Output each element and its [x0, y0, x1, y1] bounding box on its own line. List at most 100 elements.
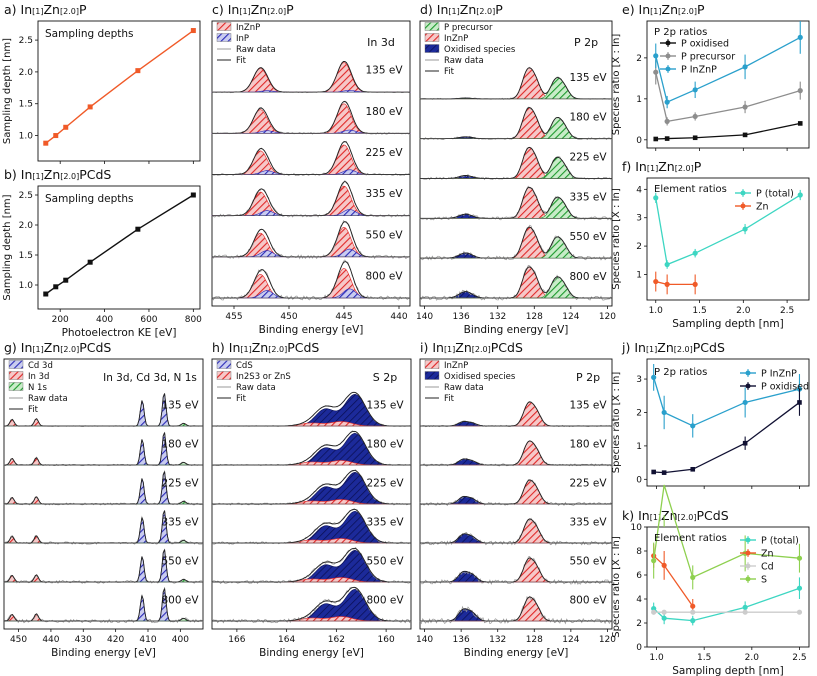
panel-b-frame	[37, 185, 201, 310]
legend-label: Cd	[761, 562, 774, 573]
data-point	[653, 136, 659, 142]
legend-label: Zn	[761, 549, 774, 560]
legend-label: Raw data	[236, 383, 276, 393]
data-point	[797, 192, 803, 198]
data-point	[797, 400, 802, 405]
legend-label: P (total)	[756, 189, 794, 200]
data-point	[664, 118, 670, 124]
photon-energy-label: 550 eV	[161, 555, 199, 567]
panel-f: 1.0 1.5 2.0 2.5 1 2 3 4 Sampling depth [nm] Speci…	[611, 177, 810, 330]
data-point	[692, 281, 698, 287]
photon-energy-label: 135 eV	[569, 399, 607, 411]
panel-j-frame	[646, 358, 810, 487]
y-tick-label: 10	[631, 523, 643, 533]
panel-e-subtitle: P 2p ratios	[654, 27, 707, 38]
x-axis-label: Photoelectron KE [eV]	[62, 327, 177, 339]
x-tick-label: 450	[280, 312, 297, 322]
panel-i: 140 136 132 128 124 120 Binding energy [eV] 135…	[416, 358, 616, 659]
data-point	[651, 374, 657, 380]
panel-g: 450 440 430 420 410 400 Binding energy [eV] 135…	[3, 358, 204, 659]
photon-energy-label: 550 eV	[569, 555, 607, 567]
x-tick-label: 200	[52, 315, 69, 325]
series-line-p-oxidised	[655, 122, 801, 140]
panel-i-region: P 2p	[576, 371, 600, 384]
y-tick-label: 2.0	[19, 221, 34, 231]
legend-swatch	[424, 371, 440, 380]
legend-marker	[740, 203, 746, 209]
legend-label: In 3d	[28, 372, 49, 382]
legend-marker	[665, 66, 671, 72]
legend-label: Fit	[444, 394, 455, 404]
legend-swatch	[216, 360, 232, 369]
x-axis-label: Binding energy [eV]	[51, 647, 156, 659]
series-line-zn	[653, 555, 694, 607]
photon-energy-label: 550 eV	[365, 229, 403, 241]
panel-k: 1.0 1.5 2.0 2.5 0 2 4 6 8 10 Sampling depth [nm] Sp…	[611, 484, 810, 676]
photon-energy-label: 225 eV	[569, 152, 607, 164]
y-tick-label: 1.0	[19, 132, 34, 142]
data-point	[692, 113, 698, 120]
x-tick-label: 162	[328, 635, 345, 645]
data-point	[651, 609, 657, 615]
data-point	[63, 277, 69, 283]
legend-label: InZnP	[444, 361, 468, 371]
y-tick-label: 2	[636, 619, 642, 629]
y-tick-label: 6	[636, 571, 642, 581]
panel-f-subtitle: Element ratios	[654, 184, 727, 195]
x-tick-label: 600	[140, 315, 157, 325]
panel-j-subtitle: P 2p ratios	[654, 367, 707, 378]
data-point	[661, 562, 667, 569]
panel-e-title: e) In[1]Zn[2.0]P	[622, 2, 705, 17]
data-point	[661, 470, 667, 475]
legend-swatch	[8, 371, 24, 380]
data-point	[661, 609, 667, 615]
y-axis-label: Species ratio [X : In]	[611, 188, 622, 290]
legend-label: Raw data	[444, 56, 484, 66]
x-axis-label: Sampling depth [nm]	[672, 665, 783, 676]
panel-d-region: P 2p	[574, 36, 598, 49]
legend-swatch	[8, 382, 24, 391]
data-point	[742, 604, 748, 611]
y-tick-label: 4	[636, 185, 642, 195]
panel-k-frame	[646, 526, 810, 648]
data-point	[797, 121, 803, 126]
panel-a-frame	[37, 20, 201, 162]
raw-data-line	[419, 185, 613, 221]
x-tick-label: 124	[562, 312, 579, 322]
panel-c-frame	[211, 20, 411, 307]
y-tick-label: 1	[636, 270, 642, 280]
legend-label: CdS	[236, 361, 253, 371]
panel-h-title: h) In[1]Zn[2.0]PCdS	[212, 340, 319, 355]
legend-marker	[745, 563, 751, 569]
panel-d: 140 136 132 128 124 120 Binding energy [eV] 135…	[416, 20, 616, 336]
data-point	[796, 609, 803, 615]
photon-energy-label: 800 eV	[569, 594, 607, 606]
x-tick-label: 1.0	[649, 306, 664, 316]
photon-energy-label: 225 eV	[366, 477, 404, 489]
x-tick-label: 800	[185, 315, 202, 325]
data-point	[690, 603, 696, 609]
data-point	[190, 192, 196, 198]
legend-label: Oxidised species	[444, 45, 516, 55]
y-axis-label: Sampling depth [nm]	[2, 194, 13, 300]
y-tick-label: 3	[636, 214, 642, 224]
photon-energy-label: 180 eV	[366, 438, 404, 450]
y-axis-label: Species ratio [X : In]	[611, 372, 622, 474]
y-tick-label: 2	[636, 408, 642, 418]
photon-energy-label: 180 eV	[161, 438, 199, 450]
data-point	[87, 259, 93, 265]
x-tick-label: 450	[10, 635, 27, 645]
y-axis-label: Species ratio [X : In]	[611, 34, 622, 136]
legend-swatch	[424, 44, 440, 53]
data-point	[690, 618, 696, 624]
panel-j: 0 1 2 3 Species ratio [X : In] P InZnP P oxidi…	[611, 358, 810, 489]
x-tick-label: 160	[378, 635, 395, 645]
photon-energy-label: 135 eV	[366, 399, 404, 411]
panel-f-title: f) In[1]Zn[2.0]P	[622, 159, 702, 174]
data-point	[690, 466, 696, 472]
data-point	[661, 409, 667, 416]
panel-g-title: g) In[1]Zn[2.0]PCdS	[4, 340, 111, 355]
legend-label: P (total)	[761, 536, 799, 547]
data-point	[653, 53, 659, 59]
panel-a-title: a) In[1]Zn[2.0]P	[4, 2, 87, 17]
